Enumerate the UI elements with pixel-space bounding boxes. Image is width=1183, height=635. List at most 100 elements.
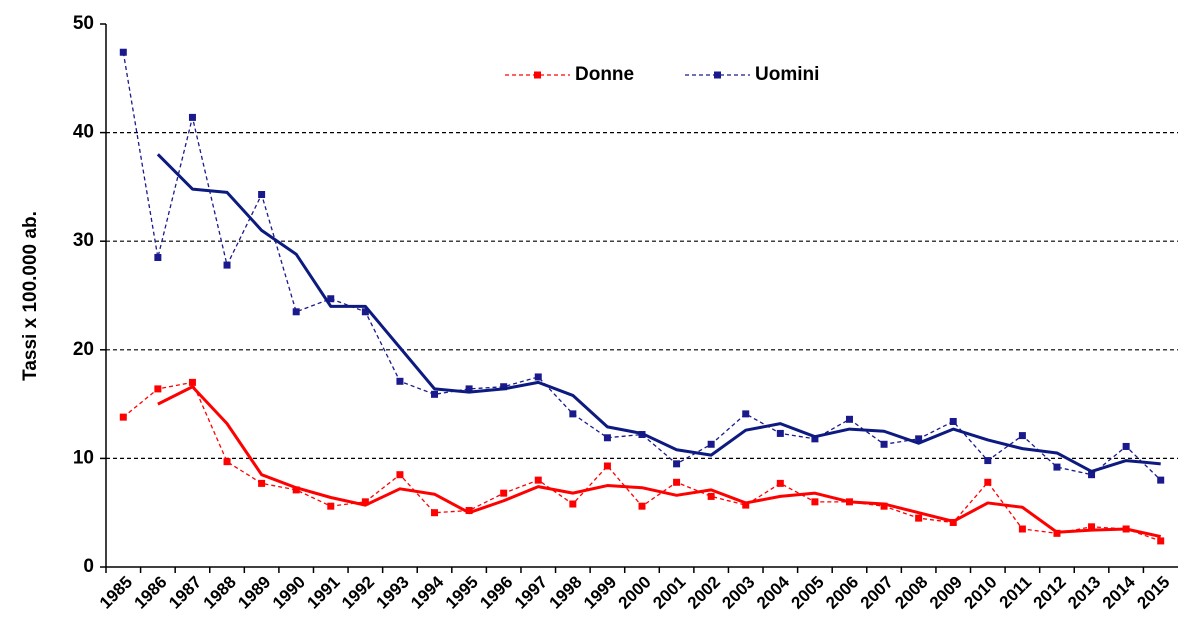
marker — [707, 440, 715, 448]
marker — [915, 435, 923, 443]
x-tick-label: 1992 — [338, 572, 378, 612]
x-tick-label: 2001 — [649, 572, 689, 612]
marker — [603, 434, 611, 442]
x-tick-label: 2010 — [960, 572, 1000, 612]
x-tick-label: 1997 — [511, 572, 551, 612]
x-tick-label: 1985 — [96, 572, 136, 612]
marker — [949, 417, 957, 425]
x-tick-label: 1995 — [442, 572, 482, 612]
x-tick-label: 2012 — [1030, 572, 1070, 612]
marker — [638, 502, 646, 510]
x-tick-label: 2003 — [718, 572, 758, 612]
marker — [811, 498, 819, 506]
marker — [569, 500, 577, 508]
marker — [188, 378, 196, 386]
x-tick-label: 2002 — [684, 572, 724, 612]
marker — [396, 377, 404, 385]
marker — [673, 478, 681, 486]
marker — [880, 502, 888, 510]
marker — [154, 253, 162, 261]
x-tick-label: 1991 — [303, 572, 343, 612]
marker — [327, 295, 335, 303]
x-tick-label: 2006 — [822, 572, 862, 612]
x-tick-label: 1994 — [407, 572, 448, 613]
marker — [1157, 537, 1165, 545]
x-tick-label: 2009 — [926, 572, 966, 612]
marker — [880, 440, 888, 448]
y-tick-label: 20 — [73, 339, 94, 360]
marker — [292, 486, 300, 494]
marker — [119, 48, 127, 56]
marker — [776, 429, 784, 437]
x-tick-label: 2008 — [891, 572, 931, 612]
legend-marker — [534, 71, 541, 79]
marker — [1018, 432, 1026, 440]
line — [156, 153, 1161, 473]
y-axis-label: Tassi x 100.000 ab. — [20, 211, 41, 381]
x-tick-label: 1988 — [200, 572, 240, 612]
x-tick-label: 1989 — [234, 572, 274, 612]
marker — [258, 479, 266, 487]
marker — [603, 462, 611, 470]
marker — [811, 435, 819, 443]
marker — [154, 385, 162, 393]
marker — [258, 191, 266, 199]
marker — [1122, 442, 1130, 450]
line — [122, 52, 1162, 481]
marker — [465, 385, 473, 393]
x-tick-label: 1993 — [373, 572, 413, 612]
line — [122, 381, 1161, 542]
x-tick-label: 1990 — [269, 572, 309, 612]
marker — [984, 478, 992, 486]
marker — [500, 489, 508, 497]
marker — [1053, 463, 1061, 471]
x-tick-label: 2014 — [1099, 572, 1140, 613]
marker — [223, 261, 231, 269]
marker — [742, 410, 750, 418]
marker — [707, 492, 715, 500]
marker — [327, 502, 335, 510]
x-tick-label: 2004 — [753, 572, 794, 613]
y-tick-label: 10 — [73, 447, 94, 468]
marker — [673, 460, 681, 468]
marker — [845, 415, 853, 423]
y-tick-label: 30 — [73, 230, 94, 251]
x-tick-label: 1998 — [545, 572, 585, 612]
marker — [465, 507, 473, 515]
legend-label: Uomini — [755, 64, 819, 85]
marker — [534, 373, 542, 381]
marker — [223, 458, 231, 466]
marker — [119, 413, 127, 421]
marker — [742, 501, 750, 509]
marker — [396, 471, 404, 479]
marker — [984, 457, 992, 465]
marker — [1157, 476, 1165, 484]
x-tick-label: 2005 — [788, 572, 828, 612]
x-tick-label: 1999 — [580, 572, 620, 612]
marker — [361, 308, 369, 316]
marker — [292, 308, 300, 316]
x-tick-label: 1987 — [165, 572, 205, 612]
x-tick-label: 2011 — [996, 572, 1036, 612]
marker — [500, 383, 508, 391]
legend-label: Donne — [575, 64, 634, 85]
marker — [534, 476, 542, 484]
line — [157, 385, 1162, 539]
x-tick-label: 2015 — [1133, 572, 1173, 612]
x-tick-label: 2013 — [1064, 572, 1104, 612]
marker — [569, 410, 577, 418]
marker — [188, 113, 196, 121]
legend-marker — [714, 71, 721, 79]
x-tick-label: 2007 — [857, 572, 897, 612]
marker — [1088, 471, 1096, 479]
y-tick-label: 50 — [73, 13, 94, 34]
marker — [915, 514, 923, 522]
marker — [431, 390, 439, 398]
marker — [776, 479, 784, 487]
y-tick-label: 0 — [83, 556, 94, 577]
marker — [1088, 523, 1096, 531]
x-tick-label: 1996 — [476, 572, 516, 612]
y-tick-label: 40 — [73, 122, 94, 143]
marker — [361, 498, 369, 506]
